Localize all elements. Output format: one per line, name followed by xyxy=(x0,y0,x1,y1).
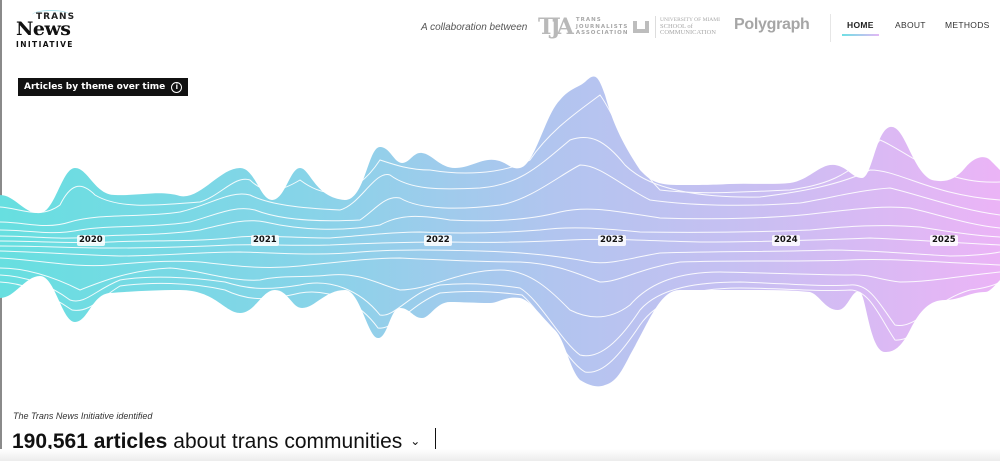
logo-trans: TRANS xyxy=(36,12,76,22)
university-of-miami-partner-logo[interactable]: UNIVERSITY OF MIAMI SCHOOL of COMMUNICAT… xyxy=(633,15,720,39)
chart-title-text: Articles by theme over time xyxy=(24,82,166,92)
logo-arc-decoration xyxy=(32,10,70,20)
summary-headline: 190,561 articles about trans communities… xyxy=(12,424,437,456)
year-label-2025: 2025 xyxy=(930,235,958,246)
about-text: about xyxy=(173,430,226,453)
logo-news: News xyxy=(16,18,71,40)
logo-initiative: INITIATIVE xyxy=(16,40,74,49)
polygraph-partner-logo[interactable]: Polygraph xyxy=(734,16,810,33)
article-count: 190,561 articles xyxy=(12,430,168,453)
stream-envelope[interactable] xyxy=(0,76,1000,387)
summary-intro: The Trans News Initiative identified xyxy=(13,411,153,421)
logo-divider xyxy=(655,16,656,38)
tja-text: TRANS JOURNALISTS ASSOCIATION xyxy=(576,17,629,37)
nav-about[interactable]: ABOUT xyxy=(895,20,926,30)
um-line: UNIVERSITY OF MIAMI xyxy=(660,17,720,24)
tja-line: JOURNALISTS xyxy=(575,23,629,30)
bottom-shadow xyxy=(0,449,1000,461)
um-text: UNIVERSITY OF MIAMI SCHOOL of COMMUNICAT… xyxy=(660,17,720,37)
chart-title-label: Articles by theme over time i xyxy=(18,78,189,96)
collaboration-text: A collaboration between xyxy=(421,22,528,33)
year-label-2023: 2023 xyxy=(598,235,626,246)
trans-news-initiative-logo[interactable]: TRANS News INITIATIVE xyxy=(14,10,76,49)
nav-methods[interactable]: METHODS xyxy=(945,20,990,30)
tja-line: TRANS xyxy=(575,17,602,24)
topic-selected-value: trans communities xyxy=(231,430,403,453)
tja-line: ASSOCIATION xyxy=(575,30,629,37)
stream-lines xyxy=(0,94,1000,373)
u-mark-icon xyxy=(633,21,649,33)
tja-mark: TJA xyxy=(538,14,574,40)
info-icon[interactable]: i xyxy=(171,81,183,93)
nav-active-indicator xyxy=(842,34,879,36)
year-label-2024: 2024 xyxy=(772,235,800,246)
chevron-down-icon: ⌄ xyxy=(410,434,421,448)
year-label-2020: 2020 xyxy=(77,235,105,246)
nav-divider xyxy=(830,14,831,42)
year-label-2022: 2022 xyxy=(424,235,452,246)
nav-home[interactable]: HOME xyxy=(847,20,874,30)
text-cursor xyxy=(435,428,437,452)
year-label-2021: 2021 xyxy=(251,235,279,246)
um-line: SCHOOL of xyxy=(660,22,693,30)
tja-partner-logo[interactable]: TJA TRANS JOURNALISTS ASSOCIATION xyxy=(538,14,628,40)
um-line: COMMUNICATION xyxy=(660,29,716,37)
